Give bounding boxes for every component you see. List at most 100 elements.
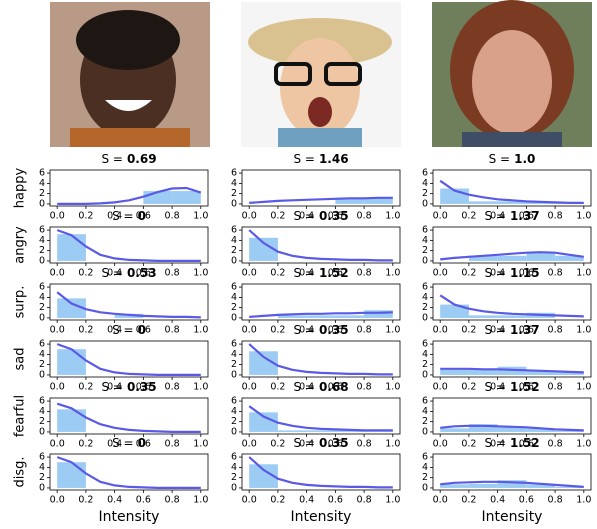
hist-bar — [57, 409, 86, 432]
y-tick-label: 6 — [422, 225, 428, 236]
score-prefix: S = — [293, 380, 315, 394]
x-tick-label: 0.0 — [433, 382, 448, 393]
y-tick-label: 2 — [422, 359, 428, 370]
panel-title: S =1.37 — [484, 209, 539, 223]
score-value: 0.35 — [319, 436, 349, 450]
hist-bar — [57, 349, 86, 375]
x-tick-label: 0.6 — [519, 495, 534, 506]
x-tick-label: 0.2 — [461, 382, 476, 393]
y-tick-label: 6 — [39, 396, 45, 407]
y-tick-label: 6 — [39, 339, 45, 350]
x-tick-label: 0.2 — [461, 211, 476, 222]
x-tick-label: 0.8 — [548, 211, 563, 222]
hist-bar — [57, 234, 86, 261]
y-tick-label: 4 — [422, 235, 428, 246]
y-tick-label: 0 — [231, 482, 237, 493]
y-tick-label: 6 — [39, 225, 45, 236]
score-prefix: S = — [101, 152, 123, 166]
y-tick-label: 2 — [39, 472, 45, 483]
y-tick-label: 4 — [39, 406, 45, 417]
y-tick-label: 6 — [231, 396, 237, 407]
x-tick-label: 0.0 — [433, 495, 448, 506]
y-tick-label: 4 — [231, 292, 237, 303]
x-tick-label: 1.0 — [576, 211, 591, 222]
y-tick-label: 6 — [231, 225, 237, 236]
x-tick-label: 1.0 — [576, 325, 591, 336]
x-axis-label: Intensity — [99, 509, 160, 525]
hist-bar — [307, 430, 336, 432]
x-tick-label: 1.0 — [193, 325, 208, 336]
score-value: 0 — [138, 323, 146, 337]
score-value: 1.15 — [510, 266, 540, 280]
x-tick-label: 0.8 — [548, 268, 563, 279]
panel-title: S =1.46 — [293, 152, 348, 166]
y-tick-label: 2 — [39, 302, 45, 313]
y-tick-label: 4 — [231, 349, 237, 360]
photo — [50, 2, 210, 147]
x-tick-label: 0.0 — [242, 495, 257, 506]
panel-title: S =0.35 — [293, 209, 348, 223]
x-tick-label: 0.8 — [357, 325, 372, 336]
hist-bar — [57, 462, 86, 488]
score-prefix: S = — [112, 323, 134, 337]
panel-title: S =0.35 — [293, 436, 348, 450]
panel-title: S = 0 — [112, 323, 146, 337]
y-tick-label: 4 — [39, 178, 45, 189]
y-tick-label: 4 — [231, 406, 237, 417]
y-tick-label: 4 — [39, 349, 45, 360]
y-tick-label: 2 — [231, 302, 237, 313]
x-axis-label: Intensity — [291, 509, 352, 525]
x-tick-label: 1.0 — [385, 268, 400, 279]
y-tick-label: 0 — [39, 426, 45, 437]
score-value: 1.37 — [510, 323, 540, 337]
y-tick-label: 6 — [422, 168, 428, 179]
panel-title: S =0.35 — [293, 323, 348, 337]
score-value: 0.35 — [319, 209, 349, 223]
x-tick-label: 0.6 — [328, 495, 343, 506]
y-tick-label: 6 — [231, 339, 237, 350]
hist-bar — [469, 370, 498, 375]
y-tick-label: 4 — [422, 406, 428, 417]
x-tick-label: 0.2 — [270, 211, 285, 222]
hist-bar — [172, 191, 201, 204]
x-tick-label: 0.2 — [78, 439, 93, 450]
y-tick-label: 2 — [422, 472, 428, 483]
x-tick-label: 0.2 — [270, 382, 285, 393]
y-tick-label: 6 — [231, 168, 237, 179]
x-tick-label: 0.0 — [242, 325, 257, 336]
y-tick-label: 6 — [422, 396, 428, 407]
y-tick-label: 2 — [231, 188, 237, 199]
y-tick-label: 2 — [231, 245, 237, 256]
y-tick-label: 4 — [422, 349, 428, 360]
x-tick-label: 0.0 — [50, 382, 65, 393]
y-tick-label: 0 — [231, 426, 237, 437]
score-value: 0.53 — [127, 266, 157, 280]
panel-title: S =1.15 — [484, 266, 539, 280]
y-tick-label: 4 — [39, 292, 45, 303]
x-tick-label: 0.0 — [50, 268, 65, 279]
x-tick-label: 1.0 — [193, 439, 208, 450]
y-tick-label: 6 — [231, 282, 237, 293]
y-tick-label: 0 — [422, 482, 428, 493]
page: {"chart_data": {"type": "histogram-grid"… — [0, 0, 597, 529]
score-prefix: S = — [293, 323, 315, 337]
score-prefix: S = — [484, 436, 506, 450]
score-value: 0.35 — [127, 380, 157, 394]
x-tick-label: 0.0 — [433, 325, 448, 336]
score-prefix: S = — [112, 209, 134, 223]
y-tick-label: 0 — [39, 312, 45, 323]
y-tick-label: 4 — [422, 178, 428, 189]
x-tick-label: 0.2 — [461, 495, 476, 506]
row-label: happy — [13, 167, 28, 208]
x-tick-label: 0.2 — [461, 439, 476, 450]
x-tick-label: 0.0 — [50, 439, 65, 450]
y-tick-label: 6 — [422, 452, 428, 463]
hist-bar — [469, 484, 498, 488]
y-tick-label: 0 — [39, 255, 45, 266]
y-tick-label: 2 — [39, 188, 45, 199]
y-tick-label: 0 — [422, 426, 428, 437]
score-value: 1.0 — [514, 152, 535, 166]
y-tick-label: 0 — [39, 369, 45, 380]
photo — [241, 2, 401, 147]
x-tick-label: 0.2 — [78, 211, 93, 222]
